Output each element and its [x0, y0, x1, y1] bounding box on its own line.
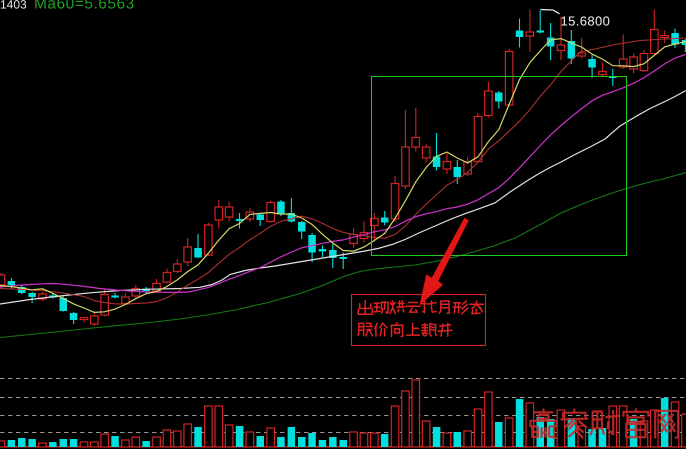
svg-text:1403: 1403	[0, 0, 27, 12]
svg-text:Ma60=5.6563: Ma60=5.6563	[34, 0, 135, 13]
svg-text:15.6800: 15.6800	[561, 14, 611, 29]
